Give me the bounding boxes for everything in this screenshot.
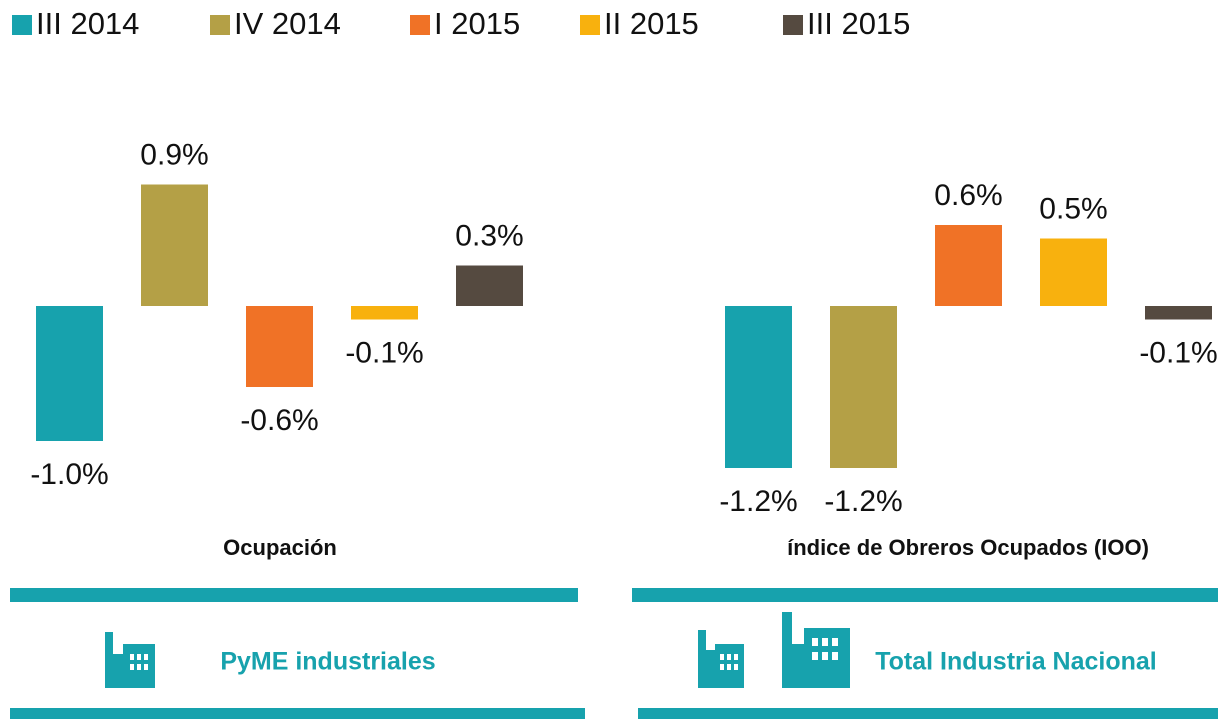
panel-title: Ocupación (223, 535, 337, 560)
value-label: -1.2% (824, 485, 902, 518)
legend-swatch (210, 15, 230, 35)
bar (246, 306, 313, 387)
divider (632, 588, 1218, 602)
value-label: -0.1% (345, 336, 423, 369)
legend-label: I 2015 (434, 6, 520, 41)
legend-label: III 2015 (807, 6, 910, 41)
legend-swatch (580, 15, 600, 35)
value-label: -0.6% (240, 404, 318, 437)
value-label: -1.0% (30, 458, 108, 491)
divider (10, 588, 578, 602)
banner-label: PyME industriales (220, 648, 435, 676)
legend-label: II 2015 (604, 6, 699, 41)
bar (1040, 238, 1107, 306)
legend-swatch (12, 15, 32, 35)
bar (141, 184, 208, 306)
bar (351, 306, 418, 320)
panel-title: índice de Obreros Ocupados (IOO) (787, 535, 1149, 560)
value-label: -1.2% (719, 485, 797, 518)
divider (10, 708, 585, 719)
bar (935, 225, 1002, 306)
bar (725, 306, 792, 468)
factory-icon (698, 630, 744, 688)
value-label: 0.3% (455, 219, 523, 252)
legend-label: III 2014 (36, 6, 139, 41)
divider (638, 708, 1218, 719)
bar (36, 306, 103, 441)
factory-icon (105, 632, 155, 688)
bar (1145, 306, 1212, 320)
banner-label: Total Industria Nacional (875, 648, 1157, 676)
bar (456, 265, 523, 306)
value-label: 0.9% (140, 138, 208, 171)
bar (830, 306, 897, 468)
legend-swatch (410, 15, 430, 35)
legend-swatch (783, 15, 803, 35)
legend-label: IV 2014 (234, 6, 341, 41)
factory-icon (782, 612, 850, 688)
value-label: 0.6% (934, 179, 1002, 212)
value-label: -0.1% (1139, 336, 1217, 369)
value-label: 0.5% (1039, 192, 1107, 225)
